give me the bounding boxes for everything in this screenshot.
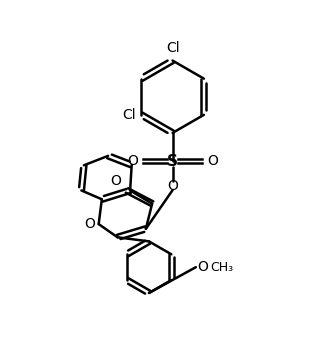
Text: O: O [207, 154, 218, 168]
Text: Cl: Cl [122, 108, 136, 122]
Text: CH₃: CH₃ [210, 261, 233, 274]
Text: S: S [167, 154, 178, 169]
Text: O: O [84, 217, 95, 231]
Text: O: O [197, 260, 208, 274]
Text: Cl: Cl [166, 41, 180, 55]
Text: O: O [127, 154, 138, 168]
Text: O: O [167, 179, 178, 193]
Text: O: O [110, 174, 121, 188]
